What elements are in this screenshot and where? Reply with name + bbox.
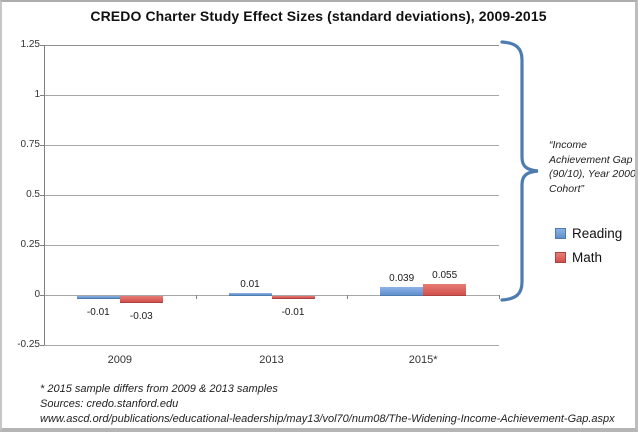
y-axis-tick	[40, 345, 44, 346]
y-axis-tick-label: 1	[34, 89, 40, 100]
bar-value-label: -0.01	[86, 307, 110, 318]
plot-area: 1.25 1 0.75 0.5 0.25 0 -0.25 2009 -0.01 -0.03 2013…	[2, 2, 635, 428]
legend-label-math: Math	[572, 250, 603, 265]
y-axis-tick	[40, 245, 44, 246]
y-axis-tick	[40, 145, 44, 146]
legend: Reading Math	[555, 226, 622, 274]
annotation-text: “Income Achievement Gap (90/10), Year 20…	[549, 139, 636, 195]
footnote-sources: Sources: credo.stanford.edu	[40, 398, 179, 410]
brace-icon	[500, 40, 539, 302]
legend-item-math: Math	[555, 250, 622, 265]
footnote-url: www.ascd.ord/publications/educational-le…	[40, 413, 615, 425]
gridline	[44, 95, 499, 96]
bar-math-2015	[423, 284, 467, 296]
y-axis-tick	[40, 95, 44, 96]
y-axis-tick	[40, 195, 44, 196]
y-axis-tick	[40, 45, 44, 46]
bar-math-2009	[119, 296, 163, 303]
chart-title: CREDO Charter Study Effect Sizes (standa…	[90, 8, 547, 24]
gridline	[44, 195, 499, 196]
bar-value-label: -0.01	[281, 307, 305, 318]
y-axis-tick-label: 1.25	[20, 39, 40, 50]
y-axis-tick	[40, 295, 44, 296]
bar-reading-2013	[228, 293, 272, 296]
bar-reading-2009	[76, 296, 120, 299]
x-axis-tick	[195, 295, 197, 299]
footer-notes: * 2015 sample differs from 2009 & 2013 s…	[40, 382, 615, 427]
y-axis-tick-label: 0	[34, 289, 40, 300]
gridline	[44, 345, 499, 346]
legend-item-reading: Reading	[555, 226, 622, 241]
x-axis-tick	[499, 295, 500, 299]
x-axis-label: 2015*	[408, 354, 438, 366]
y-axis-tick-label: 0.5	[26, 189, 40, 200]
bar-math-2013	[271, 296, 315, 299]
bar-value-label: 0.039	[389, 273, 415, 284]
bar-reading-2015	[380, 287, 424, 296]
reading-swatch-icon	[555, 228, 566, 239]
y-axis-line	[44, 45, 45, 345]
bar-value-label: 0.01	[240, 279, 260, 290]
y-axis-tick-label: 0.25	[20, 239, 40, 250]
bar-value-label: 0.055	[432, 270, 458, 281]
bar-value-label: -0.03	[129, 311, 153, 322]
y-axis-tick-label: -0.25	[17, 339, 40, 350]
brace-path	[500, 40, 539, 302]
y-axis-tick-label: 0.75	[20, 139, 40, 150]
gridline	[44, 245, 499, 246]
math-swatch-icon	[555, 252, 566, 263]
legend-label-reading: Reading	[572, 226, 623, 241]
x-axis-label: 2009	[107, 354, 133, 366]
x-axis-tick	[347, 295, 349, 299]
footnote-sample: * 2015 sample differs from 2009 & 2013 s…	[40, 383, 278, 395]
gridline	[44, 295, 499, 296]
x-axis-label: 2013	[259, 354, 284, 366]
gridline	[44, 145, 499, 146]
gridline	[44, 45, 499, 46]
